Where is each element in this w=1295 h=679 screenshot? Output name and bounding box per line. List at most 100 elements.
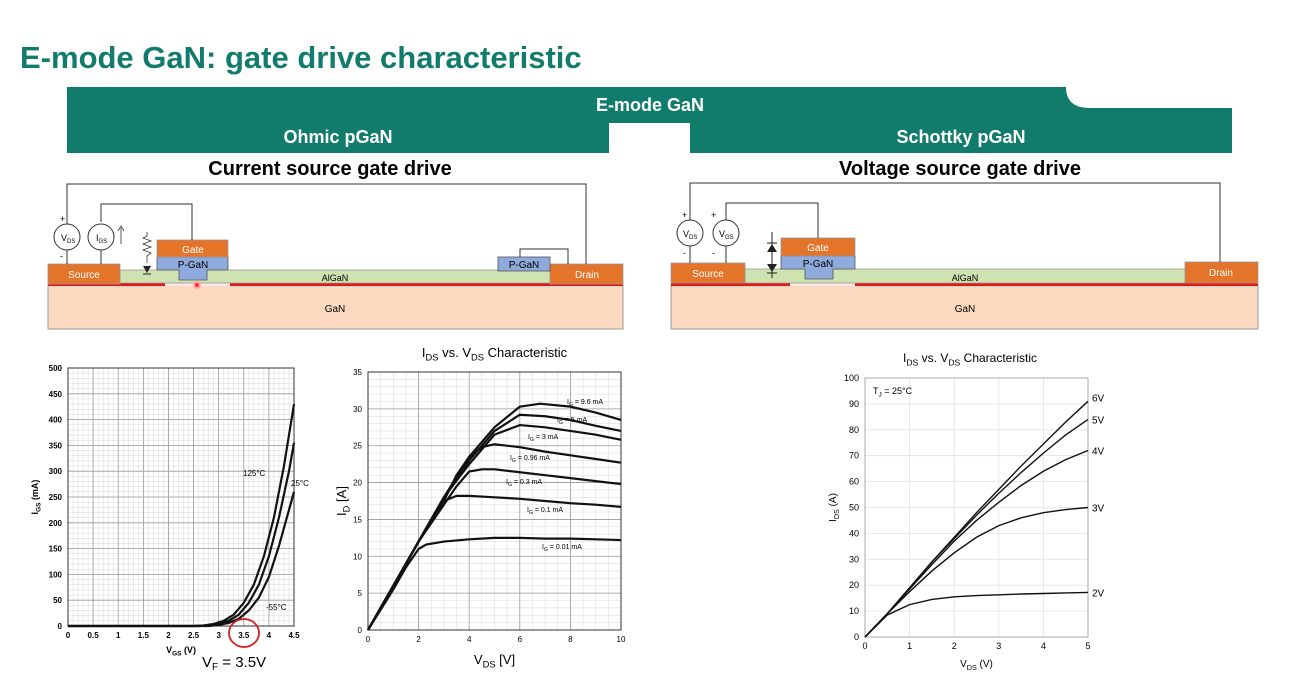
series-label: -55°C: [266, 603, 287, 612]
y-tick-label: 500: [49, 364, 63, 373]
left-source-label: Source: [68, 270, 100, 281]
series-label: 25°C: [291, 479, 309, 488]
series-label: 3V: [1092, 504, 1105, 515]
y-tick-label: 200: [49, 519, 63, 528]
y-tick-label: 30: [849, 554, 859, 564]
left-vds-wire: [66, 183, 587, 264]
x-tick-label: 1: [907, 641, 912, 651]
x-axis-label: VDS (V): [960, 659, 993, 672]
page-title: E-mode GaN: gate drive characteristic: [20, 40, 582, 75]
left-drain-label: Drain: [575, 270, 599, 281]
x-tick-label: 4: [467, 635, 472, 644]
left-2deg-line: [48, 283, 623, 286]
x-tick-label: 4: [1041, 641, 1046, 651]
left-gate-label: Gate: [182, 245, 204, 256]
right-vds-plus: +: [682, 210, 687, 220]
x-tick-label: 3: [216, 631, 221, 640]
left-device: GaN AlGaN Source Drain P-GaN Gate P-GaN …: [47, 183, 624, 330]
x-tick-label: 5: [1085, 641, 1090, 651]
y-tick-label: 10: [849, 606, 859, 616]
y-tick-label: 0: [58, 622, 63, 631]
left-vds-plus: +: [60, 214, 65, 224]
left-resistor-icon: [141, 232, 153, 263]
right-algan-label: AlGaN: [952, 273, 979, 283]
y-tick-label: 150: [49, 545, 63, 554]
series-label: 6V: [1092, 393, 1105, 404]
x-axis-label: VGS (V): [166, 645, 196, 658]
right-vds-source-icon: [676, 219, 704, 247]
x-tick-label: 2: [952, 641, 957, 651]
series-label: IG = 3 mA: [528, 434, 559, 443]
right-drain-label: Drain: [1209, 268, 1233, 279]
chart-title: IDS vs. VDS Characteristic: [903, 351, 1037, 367]
x-tick-label: 2.5: [188, 631, 200, 640]
chart-annotation: TJ = 25°C: [873, 386, 913, 399]
banner-right-label: Schottky pGaN: [896, 127, 1025, 147]
y-axis-label: ID [A]: [334, 486, 352, 516]
banner-left-label: Ohmic pGaN: [283, 127, 392, 147]
series-line: [864, 449, 1089, 638]
x-tick-label: 2: [416, 635, 421, 644]
series-label: IG = 0.01 mA: [542, 544, 582, 553]
x-tick-label: 10: [617, 635, 626, 644]
y-tick-label: 450: [49, 390, 63, 399]
left-current-arrowhead-icon: [117, 225, 125, 232]
left-pgan-block: [156, 256, 229, 281]
y-tick-label: 100: [844, 373, 859, 383]
y-tick-label: 30: [353, 405, 362, 414]
x-tick-label: 3.5: [238, 631, 250, 640]
left-gan-label: GaN: [325, 304, 346, 315]
vf-highlight-circle: [228, 618, 260, 648]
right-vgs-minus: -: [712, 248, 715, 258]
y-tick-label: 90: [849, 399, 859, 409]
left-panel-heading: Current source gate drive: [208, 158, 452, 180]
right-source-block: [670, 262, 746, 284]
right-drain-block: [1184, 261, 1259, 284]
right-vgs-source-icon: [712, 219, 740, 247]
right-pgan-label: P-GaN: [803, 259, 834, 270]
series-label: 125°C: [243, 469, 266, 478]
right-gan-layer: [670, 284, 1259, 330]
y-axis-label: IGS (mA): [30, 480, 43, 515]
x-tick-label: 3: [996, 641, 1001, 651]
x-tick-label: 6: [518, 635, 523, 644]
series-label: IG = 9.6 mA: [567, 399, 603, 408]
y-tick-label: 10: [353, 552, 362, 561]
id-vds-chart-current-drive: 0 2 4 6 8 10 0 5 10 15 20 25 30 35 IDS vs. VDS Charact…: [334, 345, 626, 670]
x-tick-label: 0: [366, 635, 371, 644]
y-tick-label: 350: [49, 441, 63, 450]
x-tick-label: 8: [568, 635, 573, 644]
series-label: 4V: [1092, 447, 1105, 458]
x-tick-label: 4: [267, 631, 272, 640]
banner-graphic: E-mode GaN Ohmic pGaN Schottky pGaN: [67, 87, 1232, 153]
y-axis-label: IDS (A): [828, 493, 841, 522]
y-tick-label: 25: [353, 442, 362, 451]
right-vds-symbol: VDS: [683, 229, 697, 241]
y-tick-label: 250: [49, 493, 63, 502]
left-algan-label: AlGaN: [322, 273, 349, 283]
series-line: [367, 536, 622, 631]
right-diode-down-icon: [767, 264, 777, 272]
series-label: IG = 0.1 mA: [527, 507, 563, 516]
x-tick-label: 1.5: [138, 631, 150, 640]
left-drain-pgan-label: P-GaN: [509, 260, 540, 271]
left-diode-icon: [143, 266, 151, 273]
x-axis-label: VDS [V]: [474, 652, 515, 670]
plot-frame: [367, 371, 622, 631]
left-vds-source-icon: [53, 223, 81, 251]
y-tick-label: 400: [49, 416, 63, 425]
y-tick-label: 50: [53, 596, 62, 605]
series-line: [68, 491, 296, 628]
igs-vgs-chart: 0 0.5 1 1.5 2 2.5 3 3.5 4 4.5 0 50 100 150 200 250 300 35…: [30, 364, 309, 658]
right-vgs-plus: +: [711, 210, 716, 220]
x-tick-label: 0.5: [88, 631, 100, 640]
x-tick-label: 0: [66, 631, 71, 640]
y-tick-label: 100: [49, 570, 63, 579]
series-line: [367, 494, 622, 631]
y-tick-label: 0: [358, 626, 363, 635]
left-vds-minus: -: [60, 251, 63, 261]
right-2deg-gap: [790, 281, 855, 286]
left-drain-pgan-wire: [519, 248, 569, 264]
